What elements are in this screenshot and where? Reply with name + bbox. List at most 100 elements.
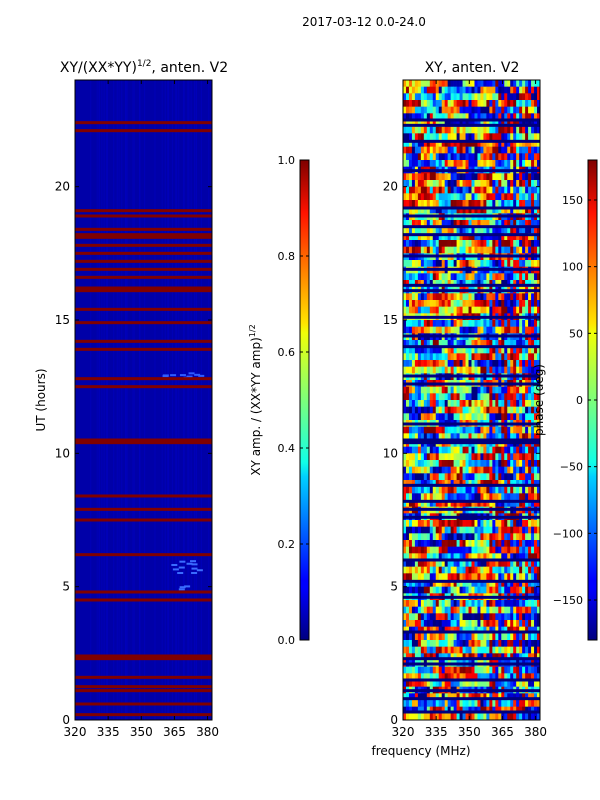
phase-heatmap-cell — [403, 146, 407, 154]
phase-heatmap-cell — [537, 400, 541, 407]
phase-heatmap-cell — [507, 620, 511, 627]
phase-heatmap-cell — [408, 226, 413, 234]
phase-heatmap-cell — [459, 466, 463, 474]
phase-heatmap-cell — [504, 173, 508, 181]
phase-heatmap-cell — [492, 133, 496, 141]
phase-heatmap-cell — [510, 226, 514, 234]
phase-heatmap-cell — [462, 540, 466, 547]
phase-heatmap-cell — [459, 546, 463, 554]
phase-heatmap-cell — [510, 520, 514, 527]
phase-heatmap-cell — [534, 326, 538, 334]
amp-flagged-row — [75, 441, 212, 445]
phase-heatmap-cell — [492, 633, 496, 641]
phase-heatmap-cell — [471, 680, 475, 687]
phase-heatmap-cell — [474, 680, 478, 687]
phase-heatmap-cell — [414, 560, 419, 567]
phase-heatmap-cell — [510, 340, 514, 347]
phase-heatmap-cell — [480, 353, 484, 361]
amp-channel-stripe — [90, 80, 92, 720]
phase-heatmap-cell — [450, 366, 454, 374]
phase-heatmap-cell — [477, 480, 481, 487]
phase-heatmap-cell — [417, 300, 422, 307]
phase-heatmap-cell — [477, 186, 481, 194]
amp-flagged-row — [75, 307, 212, 311]
phase-heatmap-cell — [441, 353, 445, 361]
phase-heatmap-cell — [522, 393, 526, 401]
phase-heatmap-cell — [405, 226, 410, 234]
phase-heatmap-cell — [432, 533, 437, 541]
phase-heatmap-cell — [447, 666, 451, 674]
phase-heatmap-cell — [513, 160, 517, 167]
phase-heatmap-cell — [435, 146, 440, 154]
phase-heatmap-cell — [504, 220, 508, 227]
phase-heatmap-cell — [474, 520, 478, 527]
phase-heatmap-cell — [408, 233, 413, 241]
phase-heatmap-cell — [516, 186, 520, 194]
phase-heatmap-cell — [504, 186, 508, 194]
phase-heatmap-cell — [477, 453, 481, 461]
phase-heatmap-cell — [522, 273, 526, 281]
phase-heatmap-cell — [408, 466, 413, 474]
phase-heatmap-cell — [504, 460, 508, 467]
phase-heatmap-cell — [528, 133, 532, 141]
phase-heatmap-cell — [456, 693, 460, 701]
phase-heatmap-cell — [420, 273, 425, 281]
phase-heatmap-cell — [483, 93, 487, 101]
phase-heatmap-cell — [525, 606, 529, 614]
phase-heatmap-cell — [477, 80, 481, 87]
phase-heatmap-cell — [465, 226, 469, 234]
phase-heatmap-cell — [495, 573, 499, 581]
amp-bright-cell — [190, 560, 197, 563]
phase-heatmap-cell — [522, 173, 526, 181]
phase-heatmap-cell — [447, 546, 451, 554]
phase-heatmap-cell — [438, 346, 443, 354]
phase-heatmap-cell — [405, 366, 410, 374]
phase-heatmap-cell — [459, 706, 463, 714]
phase-heatmap-cell — [423, 200, 428, 207]
amp-x-tick-label: 335 — [97, 725, 120, 739]
phase-heatmap-cell — [498, 146, 502, 154]
phase-heatmap-cell — [411, 653, 416, 661]
phase-flagged-row — [403, 206, 540, 210]
phase-heatmap-cell — [501, 673, 505, 681]
phase-heatmap-cell — [441, 220, 445, 227]
phase-heatmap-cell — [516, 580, 520, 587]
phase-heatmap-cell — [444, 180, 448, 187]
phase-heatmap-cell — [495, 706, 499, 714]
phase-heatmap-cell — [525, 346, 529, 354]
phase-heatmap-cell — [528, 186, 532, 194]
phase-heatmap-cell — [462, 673, 466, 681]
phase-heatmap-cell — [489, 80, 493, 87]
phase-heatmap-cell — [519, 393, 523, 401]
phase-heatmap-cell — [537, 573, 541, 581]
phase-heatmap-cell — [450, 466, 454, 474]
phase-heatmap-cell — [480, 620, 484, 627]
phase-heatmap-cell — [403, 173, 407, 181]
amp-flagged-row — [75, 598, 212, 602]
phase-heatmap-cell — [507, 633, 511, 641]
phase-heatmap-cell — [537, 473, 541, 481]
phase-heatmap-cell — [414, 533, 419, 541]
phase-heatmap-cell — [522, 713, 526, 721]
phase-colorbar-tick-label: −50 — [560, 461, 583, 474]
phase-heatmap-cell — [531, 600, 535, 607]
phase-heatmap-cell — [459, 586, 463, 594]
phase-heatmap-cell — [405, 173, 410, 181]
phase-heatmap-cell — [510, 233, 514, 241]
phase-heatmap-cell — [465, 413, 469, 421]
phase-heatmap-cell — [414, 180, 419, 187]
phase-heatmap-cell — [420, 606, 425, 614]
phase-heatmap-cell — [477, 566, 481, 574]
phase-heatmap-cell — [414, 113, 419, 121]
phase-heatmap-cell — [468, 533, 472, 541]
phase-heatmap-cell — [537, 100, 541, 107]
phase-heatmap-cell — [537, 580, 541, 587]
phase-heatmap-cell — [510, 646, 514, 654]
phase-heatmap-cell — [525, 626, 529, 634]
phase-heatmap-cell — [483, 500, 487, 507]
phase-heatmap-cell — [495, 306, 499, 314]
phase-heatmap-cell — [405, 613, 410, 621]
phase-heatmap-cell — [501, 280, 505, 287]
phase-heatmap-cell — [480, 473, 484, 481]
phase-heatmap-cell — [504, 413, 508, 421]
